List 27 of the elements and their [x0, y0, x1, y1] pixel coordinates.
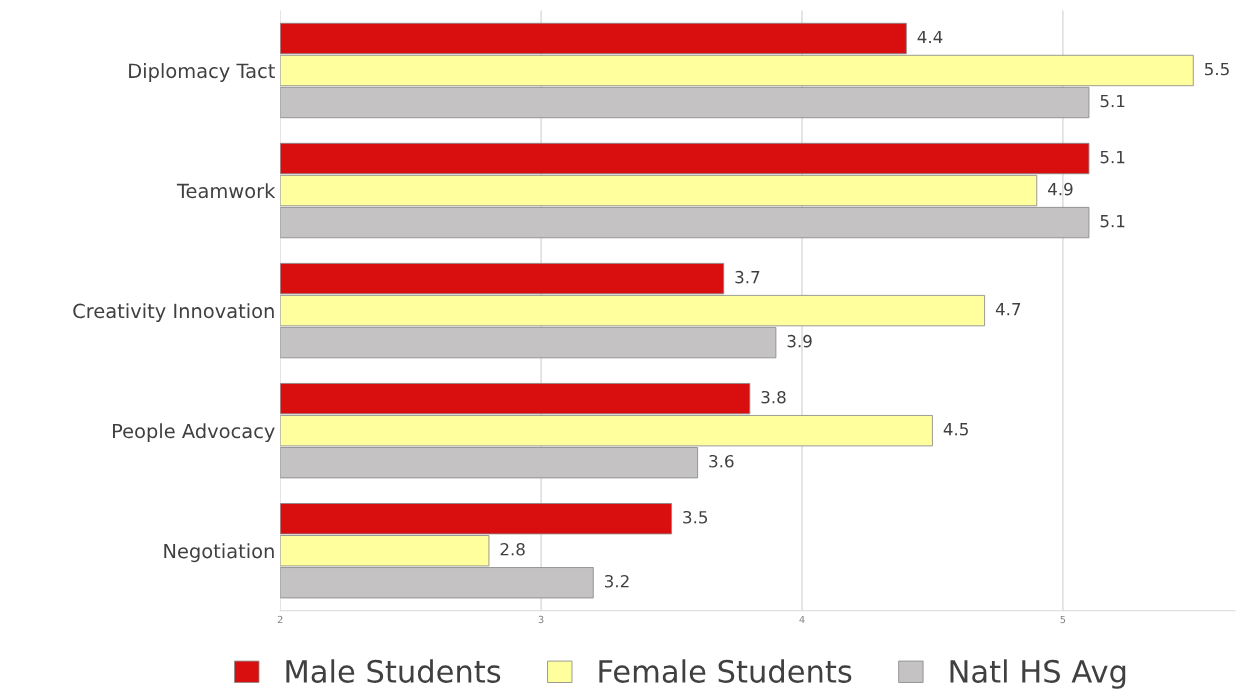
data-label: 3.9 [787, 334, 812, 348]
legend-label: Male Students [286, 659, 501, 683]
data-label: 3.5 [683, 510, 708, 524]
y-tick-label: Teamwork [176, 183, 276, 199]
data-label: 4.7 [995, 303, 1021, 316]
data-label: 5.1 [1100, 94, 1125, 108]
data-label: 2.8 [500, 542, 525, 556]
data-label: 4.9 [1048, 182, 1073, 196]
y-tick-label: Creativity Innovation [73, 303, 274, 323]
data-label: 3.7 [735, 270, 760, 284]
data-label: 5.1 [1100, 215, 1125, 228]
y-tick-label: People Advocacy [113, 423, 275, 443]
x-tick-label: 4 [799, 615, 805, 623]
data-label: 3.6 [709, 454, 734, 468]
data-label: 4.4 [917, 30, 943, 44]
legend-label: Natl HS Avg [950, 659, 1126, 689]
x-tick-label: 3 [538, 615, 544, 624]
x-tick-label: 2 [277, 615, 283, 623]
y-tick-label: Diplomacy Tact [129, 63, 275, 82]
data-label: 4.5 [943, 423, 968, 436]
legend-label: Female Students [599, 659, 852, 683]
data-label: 5.5 [1205, 62, 1229, 76]
data-label: 3.2 [604, 574, 629, 588]
x-tick-label: 5 [1060, 615, 1066, 624]
y-tick-label: Negotiation [164, 543, 274, 563]
data-label: 3.8 [761, 390, 786, 404]
data-label: 5.1 [1100, 150, 1125, 164]
